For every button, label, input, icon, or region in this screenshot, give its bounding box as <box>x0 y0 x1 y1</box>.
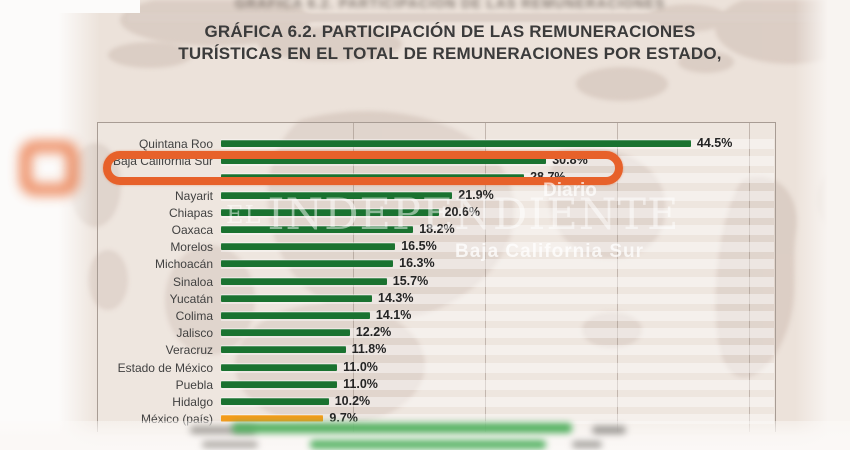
blurred-bottom-row-fragment <box>572 441 602 448</box>
bar <box>221 398 329 405</box>
bar-value: 14.3% <box>378 290 414 305</box>
bar-label: Puebla <box>175 377 213 392</box>
bar-value: 14.1% <box>375 308 412 322</box>
bar-value: 44.5% <box>696 136 733 150</box>
photo-top-edge <box>128 13 850 22</box>
bar-label: Estado de México <box>117 360 213 375</box>
bar-label: Chiapas <box>168 205 213 220</box>
bar <box>221 208 439 216</box>
chart-title-line1: GRÁFICA 6.2. PARTICIPACIÓN DE LAS REMUNE… <box>204 22 696 41</box>
bar-label: Sinaloa <box>172 274 213 289</box>
bar-value: 11.0% <box>343 359 378 374</box>
bar <box>221 157 547 165</box>
bar-value: 16.3% <box>399 256 435 271</box>
watermark-diario: Diario <box>543 180 597 201</box>
blurred-bottom-row-fragment <box>202 441 258 448</box>
row-stripe <box>221 293 774 304</box>
blurred-bottom-row-fragment <box>310 440 546 449</box>
right-blur-margin <box>795 0 850 450</box>
row-stripe <box>221 259 774 270</box>
bar-label: Morelos <box>170 240 213 255</box>
chart-title: GRÁFICA 6.2. PARTICIPACIÓN DE LAS REMUNE… <box>130 21 770 65</box>
chart-title-line2: TURÍSTICAS EN EL TOTAL DE REMUNERACIONES… <box>178 44 722 63</box>
watermark-independiente: INDEPENDIENTE <box>267 190 680 240</box>
bar <box>221 363 338 371</box>
bar-value: 21.9% <box>458 187 494 202</box>
row-stripe <box>221 414 774 425</box>
bar-value: 10.2% <box>334 394 371 408</box>
bar <box>221 243 396 251</box>
row-stripe <box>221 225 774 235</box>
bar-value: 11.8% <box>351 342 387 357</box>
gridline <box>485 123 486 432</box>
highlight-box <box>103 151 623 185</box>
blurred-headline: GRÁFICA 6.2. PARTICIPACIÓN DE LAS REMUNE… <box>234 0 666 11</box>
gridline <box>353 123 354 432</box>
row-stripe <box>221 276 774 287</box>
row-stripe <box>221 328 774 339</box>
bar <box>221 277 387 285</box>
watermark-el-independiente: EL INDEPENDIENTE <box>226 190 679 240</box>
row-stripe <box>221 345 774 356</box>
left-blur-margin <box>0 0 100 450</box>
blurred-bottom-row-fragment <box>592 426 626 434</box>
blurred-bottom-row-fragment <box>190 426 256 434</box>
bar-label: Veracruz <box>165 343 213 358</box>
bar <box>221 312 370 319</box>
bar-value: 12.2% <box>355 325 392 340</box>
bar-label: Oaxaca <box>171 223 213 237</box>
gridline <box>617 123 618 432</box>
bar-value: 18.2% <box>419 222 455 236</box>
row-stripe <box>221 190 774 201</box>
bar-label: Michoacán <box>154 257 213 272</box>
row-stripe <box>221 379 774 390</box>
bar-label: Colima <box>175 309 213 323</box>
watermark-baja-california-sur: Baja California Sur <box>455 241 644 262</box>
row-stripe <box>221 207 774 218</box>
bar-label: Nayarit <box>174 188 213 203</box>
bar <box>221 329 350 337</box>
bar-value: 11.0% <box>343 376 378 391</box>
bar <box>221 415 324 423</box>
gridline <box>749 123 750 432</box>
blurred-bottom-row-fragment <box>232 423 572 433</box>
bar-label: Jalisco <box>176 326 213 341</box>
watermark-el: EL <box>226 201 262 229</box>
bar-label: Yucatán <box>169 291 213 306</box>
bar <box>221 140 691 147</box>
bar <box>221 191 453 199</box>
bar <box>221 294 372 302</box>
top-left-white-corner <box>0 0 140 13</box>
bottom-blur-band <box>0 421 850 450</box>
bar <box>221 346 346 354</box>
row-stripe <box>221 242 774 253</box>
bar-value: 20.6% <box>444 204 480 219</box>
bar-label: Hidalgo <box>172 395 213 409</box>
bar-label: Quintana Roo <box>138 137 213 151</box>
bar <box>221 380 338 388</box>
row-stripe <box>221 362 774 373</box>
bar-value: 16.5% <box>401 239 437 254</box>
row-stripe <box>221 311 774 321</box>
blurred-highlight-fragment <box>20 141 78 195</box>
bar <box>221 226 414 233</box>
row-stripe <box>221 397 774 407</box>
bar-value: 15.7% <box>392 273 429 288</box>
bar <box>221 260 394 268</box>
